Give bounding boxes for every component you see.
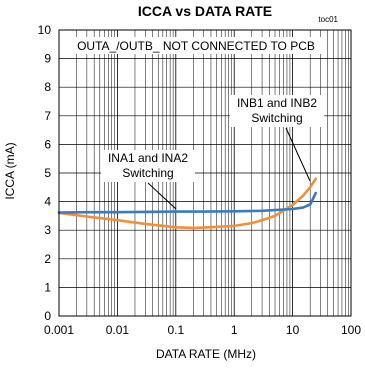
y-tick-label: 1 — [44, 280, 51, 294]
y-tick-label: 0 — [44, 309, 51, 323]
y-tick-label: 10 — [38, 23, 52, 37]
y-tick-labels: 0 1 2 3 4 5 6 7 8 9 10 — [38, 23, 52, 323]
series-line-inb — [57, 177, 318, 230]
series-callouts: INA1 and INA2 Switching INB1 and INB2 Switc… — [101, 95, 324, 210]
y-tick-label: 5 — [44, 166, 51, 180]
chart-title: ICCA vs DATA RATE — [138, 3, 272, 19]
ina-callout-label-background — [101, 150, 195, 182]
series-line-ina — [57, 191, 318, 214]
x-tick-labels: 0.001 0.01 0.1 1 10 100 — [44, 323, 361, 337]
y-tick-label: 8 — [44, 80, 51, 94]
y-tick-label: 4 — [44, 195, 51, 209]
plot-frame — [58, 29, 352, 317]
x-tick-label: 100 — [341, 323, 361, 337]
x-tick-label: 0.01 — [106, 323, 130, 337]
inb-callout-label: INB1 and INB2 Switching — [237, 96, 317, 125]
inb-callout-leader-line — [285, 127, 311, 182]
inb-callout-label-background — [230, 95, 324, 127]
ina-callout-label: INA1 and INA2 Switching — [108, 151, 188, 180]
y-tick-label: 6 — [44, 137, 51, 151]
x-tick-label: 0.1 — [167, 323, 184, 337]
y-axis-label: ICCA (mA) — [3, 142, 17, 199]
y-tick-label: 2 — [44, 252, 51, 266]
x-tick-label: 1 — [231, 323, 238, 337]
series-layer — [57, 177, 318, 230]
y-tick-label: 9 — [44, 52, 51, 66]
y-tick-label: 3 — [44, 223, 51, 237]
x-tick-label: 0.001 — [44, 323, 74, 337]
ina-callout-leader-line — [147, 182, 177, 210]
x-tick-label: 10 — [286, 323, 300, 337]
note-background — [66, 37, 326, 54]
chart-note: OUTA_/OUTB_ NOT CONNECTED TO PCB — [77, 39, 315, 53]
y-tick-label: 7 — [44, 109, 51, 123]
chart-tag: toc01 — [318, 15, 338, 24]
x-axis-label: DATA RATE (MHz) — [156, 347, 256, 361]
